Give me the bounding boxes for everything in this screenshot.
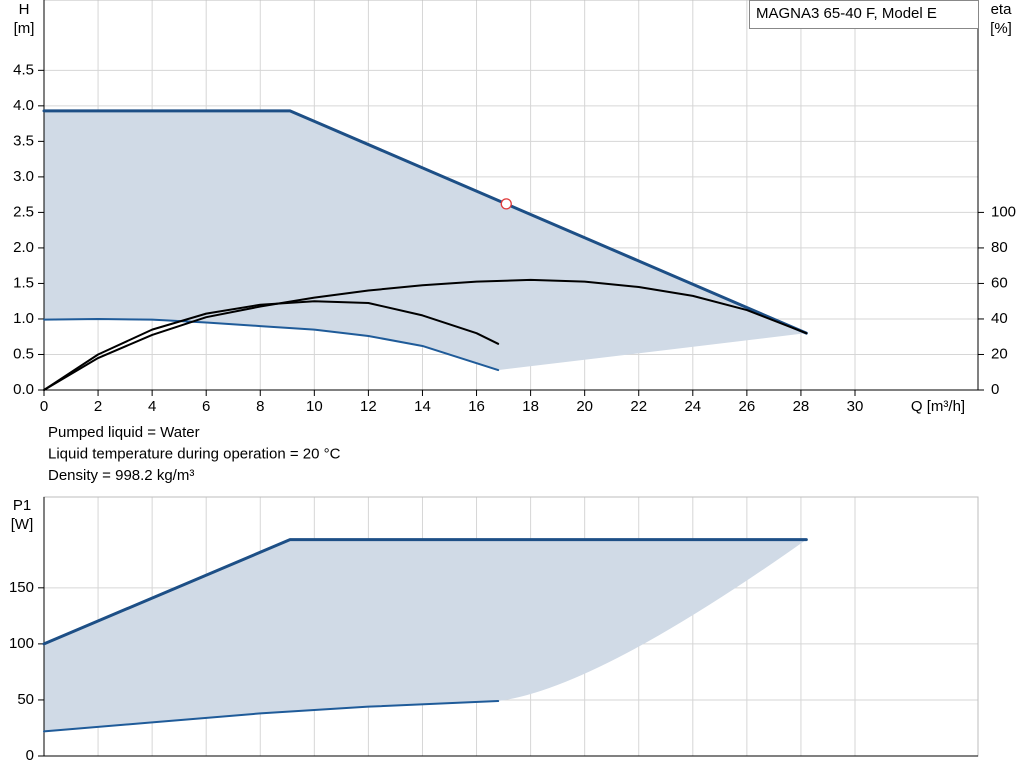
note: Liquid temperature during operation = 20… [48, 445, 341, 462]
y-tick-label: 2.5 [13, 203, 34, 220]
y-tick-label: 50 [17, 691, 34, 708]
y-tick-label: 150 [9, 579, 34, 596]
y2-tick-label: 40 [991, 310, 1008, 327]
x-tick-label: 0 [40, 398, 48, 415]
curve [43, 300, 500, 391]
y2-tick-label: 60 [991, 274, 1008, 291]
y-tick-label: 4.0 [13, 97, 34, 114]
y-tick-label: 3.0 [13, 168, 34, 185]
x-tick-label: 26 [739, 398, 756, 415]
chart-title: MAGNA3 65-40 F, Model E [756, 5, 937, 22]
y-tick-label: 2.0 [13, 239, 34, 256]
y-axis-unit: [W] [11, 516, 34, 533]
x-tick-label: 22 [630, 398, 647, 415]
y2-tick-label: 100 [991, 203, 1016, 220]
duty-point [500, 198, 512, 210]
x-tick-label: 20 [576, 398, 593, 415]
y2-axis-label: eta [991, 1, 1013, 18]
curve [42, 109, 808, 335]
x-axis-label: Q [m³/h] [911, 398, 965, 415]
y-tick-label: 4.5 [13, 61, 34, 78]
y-tick-label: 3.5 [13, 132, 34, 149]
y-tick-label: 1.0 [13, 310, 34, 327]
x-tick-label: 12 [360, 398, 377, 415]
operating-range [44, 539, 807, 732]
x-tick-label: 16 [468, 398, 485, 415]
x-tick-label: 18 [522, 398, 539, 415]
x-tick-label: 4 [148, 398, 156, 415]
x-tick-label: 14 [414, 398, 431, 415]
operating-range [44, 110, 807, 371]
y-tick-label: 0.5 [13, 345, 34, 362]
x-tick-label: 24 [684, 398, 701, 415]
y-tick-label: 0 [26, 747, 34, 764]
x-tick-label: 10 [306, 398, 323, 415]
y-tick-label: 0.0 [13, 381, 34, 398]
note: Density = 998.2 kg/m³ [48, 467, 194, 484]
y2-tick-label: 80 [991, 239, 1008, 256]
title-box [749, 0, 979, 29]
y2-axis-unit: [%] [990, 20, 1012, 37]
y2-tick-label: 20 [991, 345, 1008, 362]
y-axis-unit: [m] [14, 20, 35, 37]
curve [43, 700, 500, 733]
curve [43, 317, 500, 372]
curve [42, 538, 808, 646]
x-tick-label: 2 [94, 398, 102, 415]
x-tick-label: 28 [793, 398, 810, 415]
x-tick-label: 30 [847, 398, 864, 415]
x-tick-label: 6 [202, 398, 210, 415]
y-axis-label: P1 [13, 497, 31, 514]
y-tick-label: 1.5 [13, 274, 34, 291]
charts: 0.00.51.01.52.02.53.03.54.04.50 2 4 6 8 10 12 1… [9, 0, 1016, 764]
y2-tick-label: 0 [991, 381, 999, 398]
x-tick-label: 8 [256, 398, 264, 415]
y-axis-label: H [19, 1, 30, 18]
y-tick-label: 100 [9, 635, 34, 652]
note: Pumped liquid = Water [48, 424, 200, 441]
curve [43, 278, 808, 391]
